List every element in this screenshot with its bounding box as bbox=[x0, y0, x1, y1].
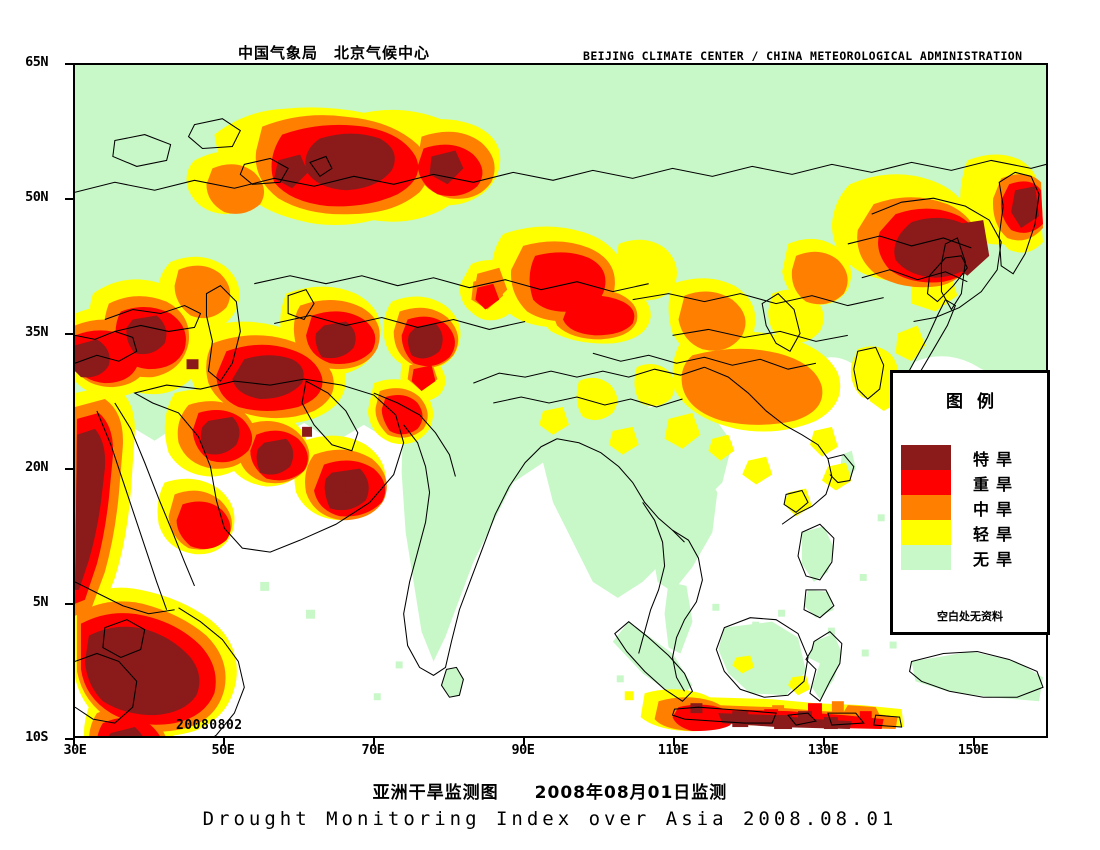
x-tick-label-90e: 90E bbox=[511, 742, 535, 758]
legend-swatch-extreme-drought bbox=[901, 445, 951, 470]
map-plot-area bbox=[73, 63, 1048, 738]
legend-swatch-light-drought bbox=[901, 520, 951, 545]
x-tick-label-130e: 130E bbox=[807, 742, 839, 758]
legend-item-moderate-drought: 中旱 bbox=[901, 495, 1045, 520]
x-tick-label-110e: 110E bbox=[657, 742, 689, 758]
datestamp-label: 20080802 bbox=[176, 718, 243, 733]
legend-label-extreme-drought: 特旱 bbox=[973, 449, 1020, 469]
figure-title-en: Drought Monitoring Index over Asia 2008.… bbox=[202, 808, 898, 830]
y-tick-label-65n: 65N bbox=[25, 54, 48, 70]
x-tick-mark-30e bbox=[73, 738, 75, 746]
x-tick-mark-130e bbox=[823, 738, 825, 746]
x-tick-mark-110e bbox=[673, 738, 675, 746]
legend-label-light-drought: 轻旱 bbox=[973, 524, 1020, 544]
y-tick-label-50n: 50N bbox=[25, 189, 48, 205]
coastlines-and-borders bbox=[75, 118, 1046, 736]
x-tick-mark-90e bbox=[523, 738, 525, 746]
x-tick-label-70e: 70E bbox=[361, 742, 385, 758]
legend-swatch-severe-drought bbox=[901, 470, 951, 495]
y-tick-label-5n: 5N bbox=[32, 594, 49, 610]
legend-label-severe-drought: 重旱 bbox=[973, 474, 1020, 494]
legend-swatch-moderate-drought bbox=[901, 495, 951, 520]
x-tick-label-50e: 50E bbox=[211, 742, 235, 758]
legend-swatch-no-drought bbox=[901, 545, 951, 570]
legend-title: 图例 bbox=[946, 392, 1008, 412]
y-tick-mark-50n bbox=[65, 198, 73, 200]
y-tick-mark-20n bbox=[65, 468, 73, 470]
legend-item-light-drought: 轻旱 bbox=[901, 520, 1045, 545]
level-extreme-drought bbox=[75, 133, 1040, 736]
x-tick-mark-70e bbox=[373, 738, 375, 746]
figure-title-cn: 亚洲干旱监测图 2008年08月01日监测 bbox=[372, 783, 728, 803]
x-tick-label-150e: 150E bbox=[957, 742, 989, 758]
y-tick-label-20n: 20N bbox=[25, 459, 48, 475]
legend-label-moderate-drought: 中旱 bbox=[973, 499, 1020, 519]
legend-items-list: 特旱 重旱 中旱 轻旱 无旱 bbox=[901, 445, 1045, 570]
y-tick-mark-65n bbox=[65, 63, 73, 65]
x-tick-label-30e: 30E bbox=[63, 742, 87, 758]
legend-no-data-note: 空白处无资料 bbox=[937, 610, 1003, 623]
header-agency-cn: 中国气象局 北京气候中心 bbox=[238, 44, 431, 62]
x-tick-mark-150e bbox=[973, 738, 975, 746]
y-tick-mark-35n bbox=[65, 333, 73, 335]
y-tick-label-10s: 10S bbox=[25, 729, 48, 745]
drought-map-svg bbox=[75, 65, 1046, 736]
y-tick-mark-5n bbox=[65, 603, 73, 605]
legend-item-extreme-drought: 特旱 bbox=[901, 445, 1045, 470]
legend-item-no-drought: 无旱 bbox=[901, 545, 1045, 570]
legend-label-no-drought: 无旱 bbox=[973, 549, 1020, 569]
y-tick-label-35n: 35N bbox=[25, 324, 48, 340]
y-tick-mark-10s bbox=[65, 738, 73, 740]
legend-item-severe-drought: 重旱 bbox=[901, 470, 1045, 495]
legend-box: 图例 特旱 重旱 中旱 轻旱 无旱 空白处无资料 bbox=[890, 370, 1050, 635]
x-tick-mark-50e bbox=[223, 738, 225, 746]
header-agency-en: BEIJING CLIMATE CENTER / CHINA METEOROLO… bbox=[583, 49, 1023, 63]
